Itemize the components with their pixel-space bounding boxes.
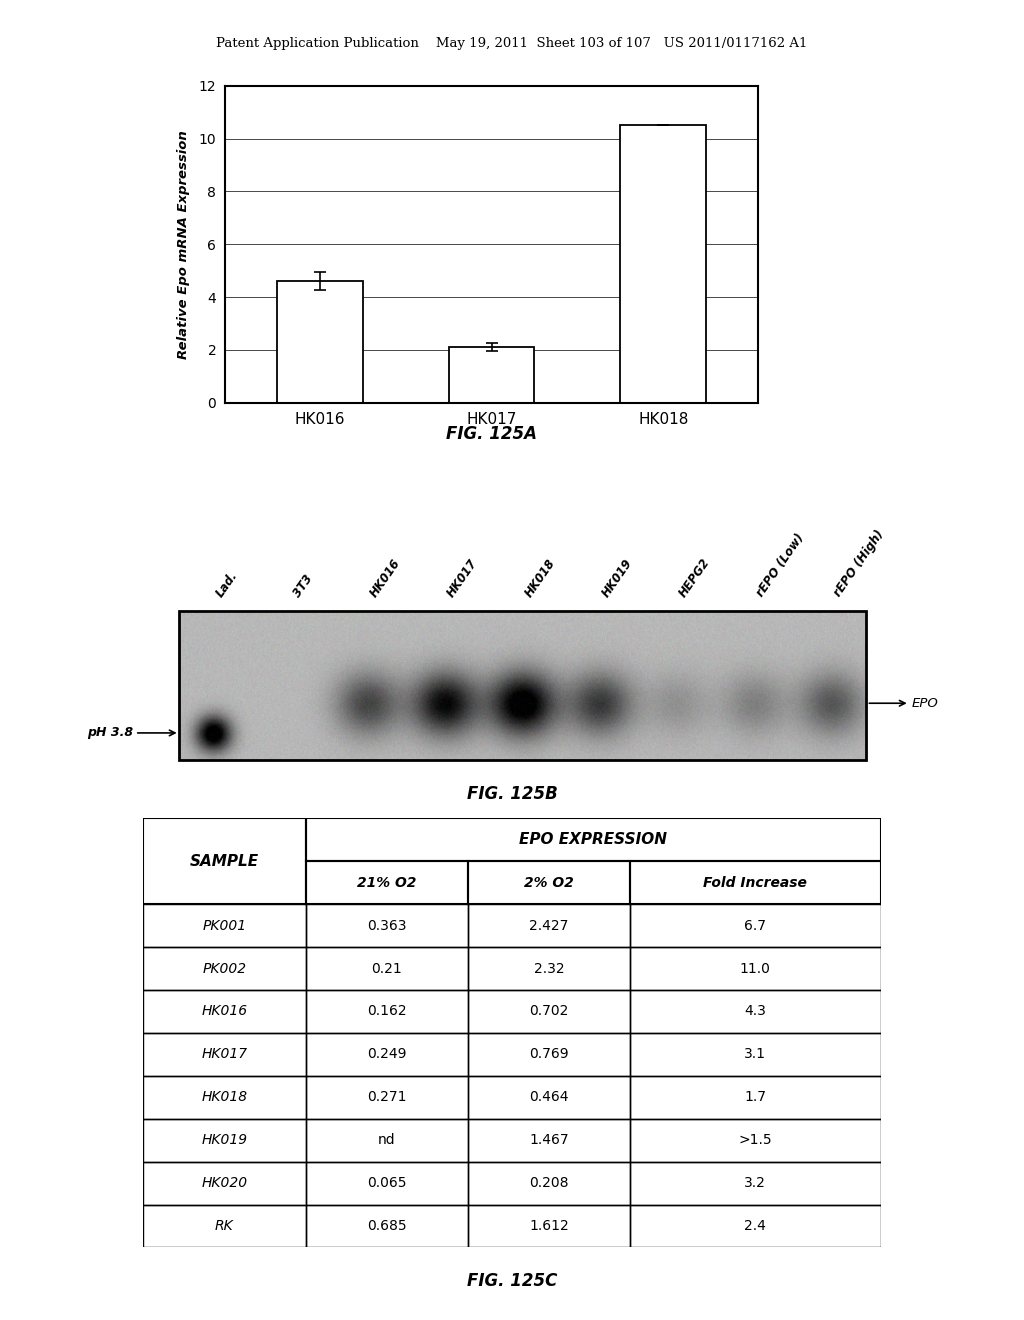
Bar xyxy=(305,990,468,1032)
Text: pH 3.8: pH 3.8 xyxy=(87,726,133,739)
Text: HK018: HK018 xyxy=(202,1090,248,1105)
Bar xyxy=(276,281,362,403)
Text: HK017: HK017 xyxy=(445,556,480,599)
Text: 3.1: 3.1 xyxy=(744,1047,766,1061)
Bar xyxy=(143,904,305,948)
Y-axis label: Relative Epo mRNA Expression: Relative Epo mRNA Expression xyxy=(177,129,190,359)
Bar xyxy=(143,1204,305,1247)
Bar xyxy=(630,904,881,948)
Bar xyxy=(621,125,707,403)
Text: HEPG2: HEPG2 xyxy=(677,556,713,599)
Text: rEPO (Low): rEPO (Low) xyxy=(754,532,807,599)
Bar xyxy=(143,990,305,1032)
Text: PK002: PK002 xyxy=(203,961,247,975)
Text: 11.0: 11.0 xyxy=(740,961,771,975)
Bar xyxy=(468,861,630,904)
Bar xyxy=(630,1076,881,1119)
Text: 2.4: 2.4 xyxy=(744,1218,766,1233)
Text: 0.208: 0.208 xyxy=(529,1176,568,1191)
Text: 0.464: 0.464 xyxy=(529,1090,568,1105)
Text: nd: nd xyxy=(378,1133,395,1147)
Bar xyxy=(630,990,881,1032)
Bar xyxy=(305,861,468,904)
Text: FIG. 125A: FIG. 125A xyxy=(446,425,537,444)
Bar xyxy=(468,948,630,990)
Bar xyxy=(468,1162,630,1204)
Text: 0.685: 0.685 xyxy=(367,1218,407,1233)
Text: FIG. 125B: FIG. 125B xyxy=(467,785,557,804)
Text: EPO: EPO xyxy=(912,697,939,710)
Text: Lad.: Lad. xyxy=(213,569,240,599)
Bar xyxy=(305,1204,468,1247)
Bar xyxy=(630,1119,881,1162)
Text: 1.612: 1.612 xyxy=(529,1218,568,1233)
Text: 21% O2: 21% O2 xyxy=(357,875,417,890)
Bar xyxy=(143,1162,305,1204)
Text: 0.769: 0.769 xyxy=(529,1047,568,1061)
Bar xyxy=(305,948,468,990)
Bar xyxy=(630,1032,881,1076)
Text: RK: RK xyxy=(215,1218,233,1233)
Bar xyxy=(449,347,535,403)
Bar xyxy=(630,1162,881,1204)
Bar xyxy=(143,1032,305,1076)
Bar xyxy=(305,1076,468,1119)
Text: HK017: HK017 xyxy=(202,1047,248,1061)
Text: HK016: HK016 xyxy=(368,556,403,599)
Text: 2.427: 2.427 xyxy=(529,919,568,933)
Text: 3T3: 3T3 xyxy=(291,572,315,599)
Bar xyxy=(630,948,881,990)
Text: FIG. 125C: FIG. 125C xyxy=(467,1272,557,1291)
Bar xyxy=(305,1119,468,1162)
Bar xyxy=(468,1119,630,1162)
Bar xyxy=(143,1119,305,1162)
Text: 0.065: 0.065 xyxy=(367,1176,407,1191)
Text: 1.7: 1.7 xyxy=(744,1090,766,1105)
Bar xyxy=(179,611,865,759)
Text: 4.3: 4.3 xyxy=(744,1005,766,1019)
Text: 0.363: 0.363 xyxy=(367,919,407,933)
Text: 3.2: 3.2 xyxy=(744,1176,766,1191)
Text: HK020: HK020 xyxy=(202,1176,248,1191)
Bar xyxy=(468,1032,630,1076)
Bar xyxy=(468,990,630,1032)
Bar xyxy=(305,1032,468,1076)
Text: HK016: HK016 xyxy=(202,1005,248,1019)
Text: Patent Application Publication    May 19, 2011  Sheet 103 of 107   US 2011/01171: Patent Application Publication May 19, 2… xyxy=(216,37,808,50)
Bar xyxy=(143,948,305,990)
Bar xyxy=(630,861,881,904)
Text: HK019: HK019 xyxy=(599,556,635,599)
Text: Fold Increase: Fold Increase xyxy=(703,875,807,890)
Bar xyxy=(305,818,881,861)
Text: HK019: HK019 xyxy=(202,1133,248,1147)
Text: PK001: PK001 xyxy=(203,919,247,933)
Text: 2% O2: 2% O2 xyxy=(524,875,573,890)
Text: 0.271: 0.271 xyxy=(367,1090,407,1105)
Bar xyxy=(305,1162,468,1204)
Text: 6.7: 6.7 xyxy=(744,919,766,933)
Text: rEPO (High): rEPO (High) xyxy=(831,528,887,599)
Text: EPO EXPRESSION: EPO EXPRESSION xyxy=(519,833,667,847)
Bar xyxy=(468,1076,630,1119)
Text: 0.702: 0.702 xyxy=(529,1005,568,1019)
Bar xyxy=(468,1204,630,1247)
Text: HK018: HK018 xyxy=(522,556,558,599)
Text: 0.249: 0.249 xyxy=(367,1047,407,1061)
Text: 2.32: 2.32 xyxy=(534,961,564,975)
Text: 0.162: 0.162 xyxy=(367,1005,407,1019)
Text: SAMPLE: SAMPLE xyxy=(189,854,259,869)
Bar xyxy=(143,818,305,904)
Text: >1.5: >1.5 xyxy=(738,1133,772,1147)
Bar xyxy=(305,904,468,948)
Text: 1.467: 1.467 xyxy=(529,1133,568,1147)
Bar xyxy=(630,1204,881,1247)
Text: 0.21: 0.21 xyxy=(372,961,402,975)
Bar xyxy=(143,1076,305,1119)
Bar xyxy=(468,904,630,948)
